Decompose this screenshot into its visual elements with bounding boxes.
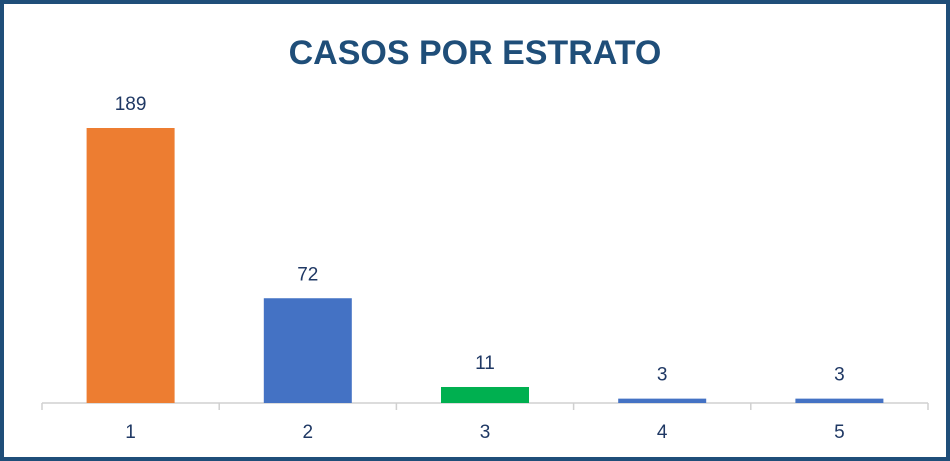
data-label: 72	[297, 264, 318, 285]
x-tick-label: 3	[480, 422, 491, 443]
bar	[86, 128, 175, 403]
data-label: 3	[834, 365, 845, 386]
data-label: 3	[657, 365, 668, 386]
bar	[441, 386, 529, 403]
data-label: 11	[475, 353, 495, 374]
x-tick-label: 4	[657, 422, 668, 443]
bar	[795, 398, 884, 403]
x-tick-label: 1	[125, 422, 136, 443]
data-label: 189	[115, 94, 147, 115]
bar	[263, 298, 352, 403]
x-tick-label: 2	[303, 422, 314, 443]
chart-title: CASOS POR ESTRATO	[289, 34, 662, 72]
bar	[618, 398, 707, 403]
x-tick-label: 5	[834, 422, 845, 443]
